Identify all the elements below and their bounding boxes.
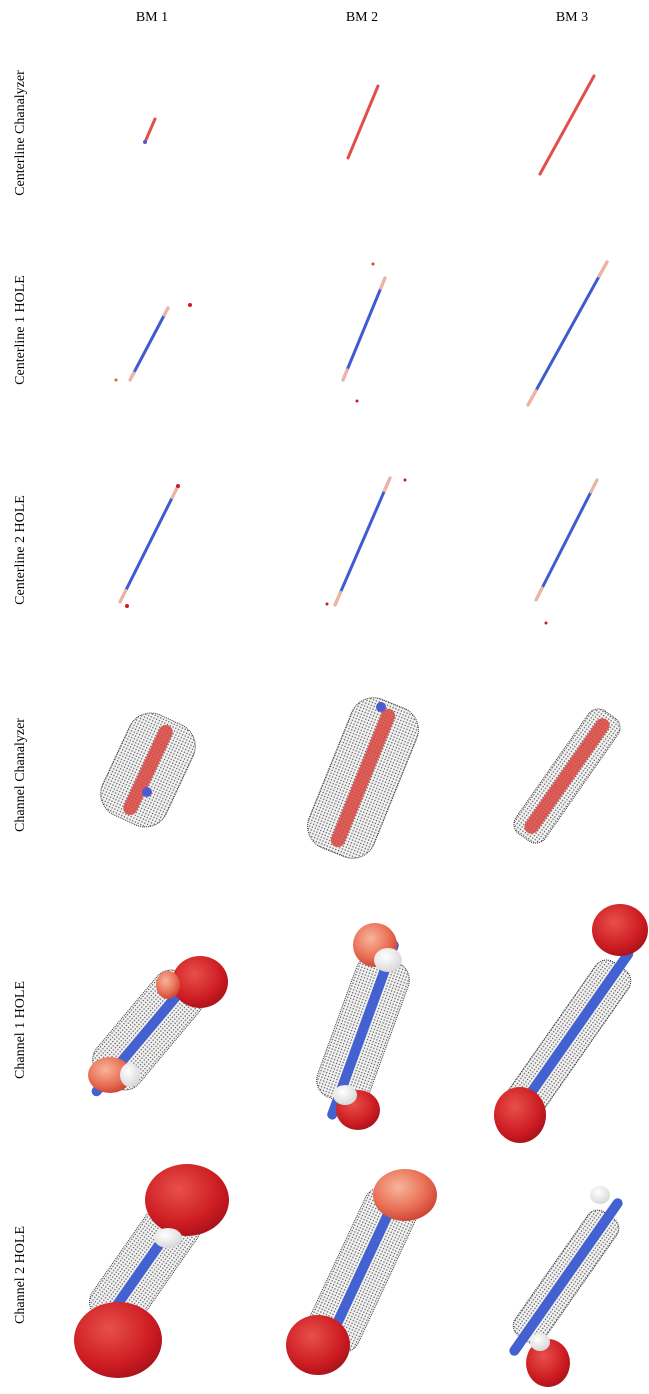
point: [545, 622, 548, 625]
centerline: [120, 486, 178, 602]
blob: [154, 1228, 182, 1248]
point: [356, 400, 359, 403]
blob: [286, 1315, 350, 1375]
blob: [74, 1302, 162, 1378]
centerline: [536, 480, 597, 600]
point: [143, 140, 147, 144]
channel: [509, 704, 625, 848]
row-label: Channel 2 HOLE: [13, 1226, 28, 1324]
centerline: [335, 592, 341, 605]
blob: [333, 1085, 357, 1105]
blob: [156, 971, 180, 999]
centerline: [164, 308, 168, 315]
centerline: [130, 373, 134, 380]
centerline: [343, 370, 347, 380]
channel: [497, 1189, 635, 1365]
channel-rod: [522, 715, 613, 836]
centerline: [385, 478, 391, 491]
blob: [373, 1169, 437, 1221]
point: [176, 484, 180, 488]
row-label: Centerline 1 HOLE: [13, 275, 28, 385]
centerline: [348, 86, 378, 158]
point: [326, 603, 329, 606]
column-header: BM 1: [136, 10, 168, 25]
point: [376, 702, 386, 712]
blob: [592, 904, 648, 956]
column-header: BM 3: [556, 10, 588, 25]
blob: [120, 1063, 140, 1087]
centerline: [120, 590, 126, 602]
point: [142, 787, 152, 797]
blob: [590, 1186, 610, 1204]
centerline: [591, 480, 597, 492]
point: [372, 263, 375, 266]
centerline: [528, 391, 536, 405]
centerline: [145, 119, 155, 142]
centerline: [381, 278, 385, 288]
channel: [93, 705, 203, 834]
page: BM 1 BM 2 BM 3 Centerline Chanalyzer Centerl…: [0, 0, 649, 1394]
blob: [530, 1333, 550, 1351]
point: [115, 379, 118, 382]
blob: [145, 1164, 229, 1236]
centerline: [528, 262, 607, 405]
renderings: [71, 76, 648, 1387]
row-label: Centerline Chanalyzer: [13, 70, 28, 196]
figure: BM 1 BM 2 BM 3 Centerline Chanalyzer Centerl…: [0, 0, 649, 1394]
point: [188, 303, 192, 307]
centerline: [343, 278, 385, 380]
channel: [301, 691, 426, 866]
centerline: [335, 478, 390, 605]
column-header: BM 2: [346, 10, 378, 25]
channel-rod: [507, 1196, 624, 1357]
blob: [172, 956, 228, 1008]
row-label: Centerline 2 HOLE: [13, 495, 28, 605]
centerline: [130, 308, 168, 380]
blob: [374, 948, 402, 972]
row-label: Channel 1 HOLE: [13, 981, 28, 1079]
centerline: [536, 588, 542, 600]
centerline: [599, 262, 607, 276]
blob: [494, 1087, 546, 1143]
row-label: Channel Chanalyzer: [13, 718, 28, 832]
centerline: [540, 76, 594, 174]
point: [404, 479, 407, 482]
point: [125, 604, 129, 608]
